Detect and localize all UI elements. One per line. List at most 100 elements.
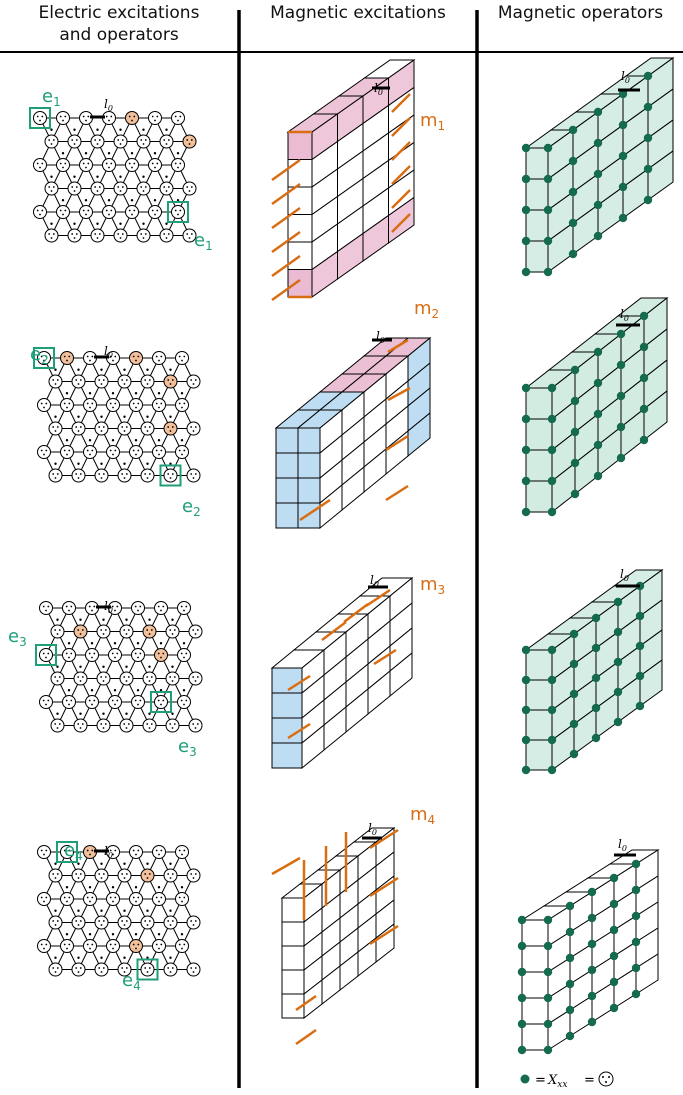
operator-site [543,143,553,153]
lattice-site [186,962,201,977]
lattice-site [188,624,203,639]
lattice-site [136,228,151,243]
lattice-site [94,868,109,883]
operator-site [543,174,553,184]
electric-lattice-1 [29,107,197,243]
operator-site [616,329,626,339]
lattice-site [152,892,166,906]
magnetic-string [387,386,411,402]
length-label-r2c1: l0 [104,344,113,360]
operator-site [521,383,531,393]
lattice-site [186,421,201,436]
lattice-site [186,868,201,883]
operator-site [635,611,645,621]
lattice-site [165,671,180,686]
operator-site [543,915,553,925]
electric-lattice-2 [33,347,201,487]
operator-site [593,378,603,388]
operator-site [587,887,597,897]
lattice-site [56,111,70,125]
operator-site [547,645,557,655]
magnetic-excitation-3 [270,576,414,770]
electric-excitation-box [167,201,189,223]
magnetic-excitation-2 [274,336,432,530]
lattice-site [73,671,88,686]
lattice-site [163,915,178,930]
length-label-r2c2: l0 [376,329,385,345]
operator-site [631,989,641,999]
operator-site [616,422,626,432]
lattice-site [117,468,132,483]
lattice-site [60,892,74,906]
operator-site [587,939,597,949]
lattice-site [142,671,157,686]
operator-site [543,236,553,246]
lattice-site [94,915,109,930]
operator-site [521,705,531,715]
lattice-site [177,695,191,709]
lattice-site [117,374,132,389]
lattice-site [60,845,74,859]
lattice-site [136,181,151,196]
operator-site [547,765,557,775]
operator-site [570,396,580,406]
operator-site [565,1005,575,1015]
lattice-site [148,158,162,172]
operator-site [547,675,557,685]
lattice-site [85,648,99,662]
operator-site [543,267,553,277]
lattice-site [96,718,111,733]
lattice-site [106,398,120,412]
operator-site [613,657,623,667]
operator-site [521,476,531,486]
lattice-site [94,468,109,483]
operator-site [543,1045,553,1055]
column-header-magnetic-excitations: Magnetic excitations [270,3,446,23]
lattice-site [48,915,63,930]
length-label-r1c3: l0 [621,69,630,85]
operator-site [587,1017,597,1027]
magnetic-string [369,924,399,946]
length-label-r4c2: l0 [368,821,377,837]
operator-site [609,1003,619,1013]
lattice-site [48,868,63,883]
lattice-site [140,421,155,436]
operator-site [568,187,578,197]
operator-site [569,719,579,729]
column-header-magnetic-operators: Magnetic operators [497,3,664,23]
operator-site [593,440,603,450]
magnetic-string [385,484,409,502]
operator-site [591,613,601,623]
magnetic-string [271,206,301,230]
lattice-site [108,695,122,709]
lattice-site [113,181,128,196]
operator-site [593,347,603,357]
operator-site [593,107,603,117]
lattice-site [71,868,86,883]
operator-site [521,645,531,655]
operator-site [587,991,597,1001]
lattice-site [119,624,134,639]
lattice-site [71,962,86,977]
magnetic-string [385,434,409,452]
operator-site [570,365,580,375]
operator-site [547,735,557,745]
lattice-site [90,134,105,149]
operator-site [543,993,553,1003]
lattice-site [154,648,168,662]
lattice-site [56,158,70,172]
operator-site [631,937,641,947]
lattice-site [102,205,116,219]
lattice-site [119,718,134,733]
magnetic-string [271,856,301,876]
operator-site [587,965,597,975]
operator-site [547,507,557,517]
magnetic-operator-3 [521,569,664,775]
legend-dotted-site-icon [598,1071,614,1087]
operator-site [570,458,580,468]
operator-site [521,765,531,775]
lattice-site [163,468,178,483]
length-label-r3c1: l0 [104,599,113,615]
operator-site [517,1045,527,1055]
operator-site [643,102,653,112]
